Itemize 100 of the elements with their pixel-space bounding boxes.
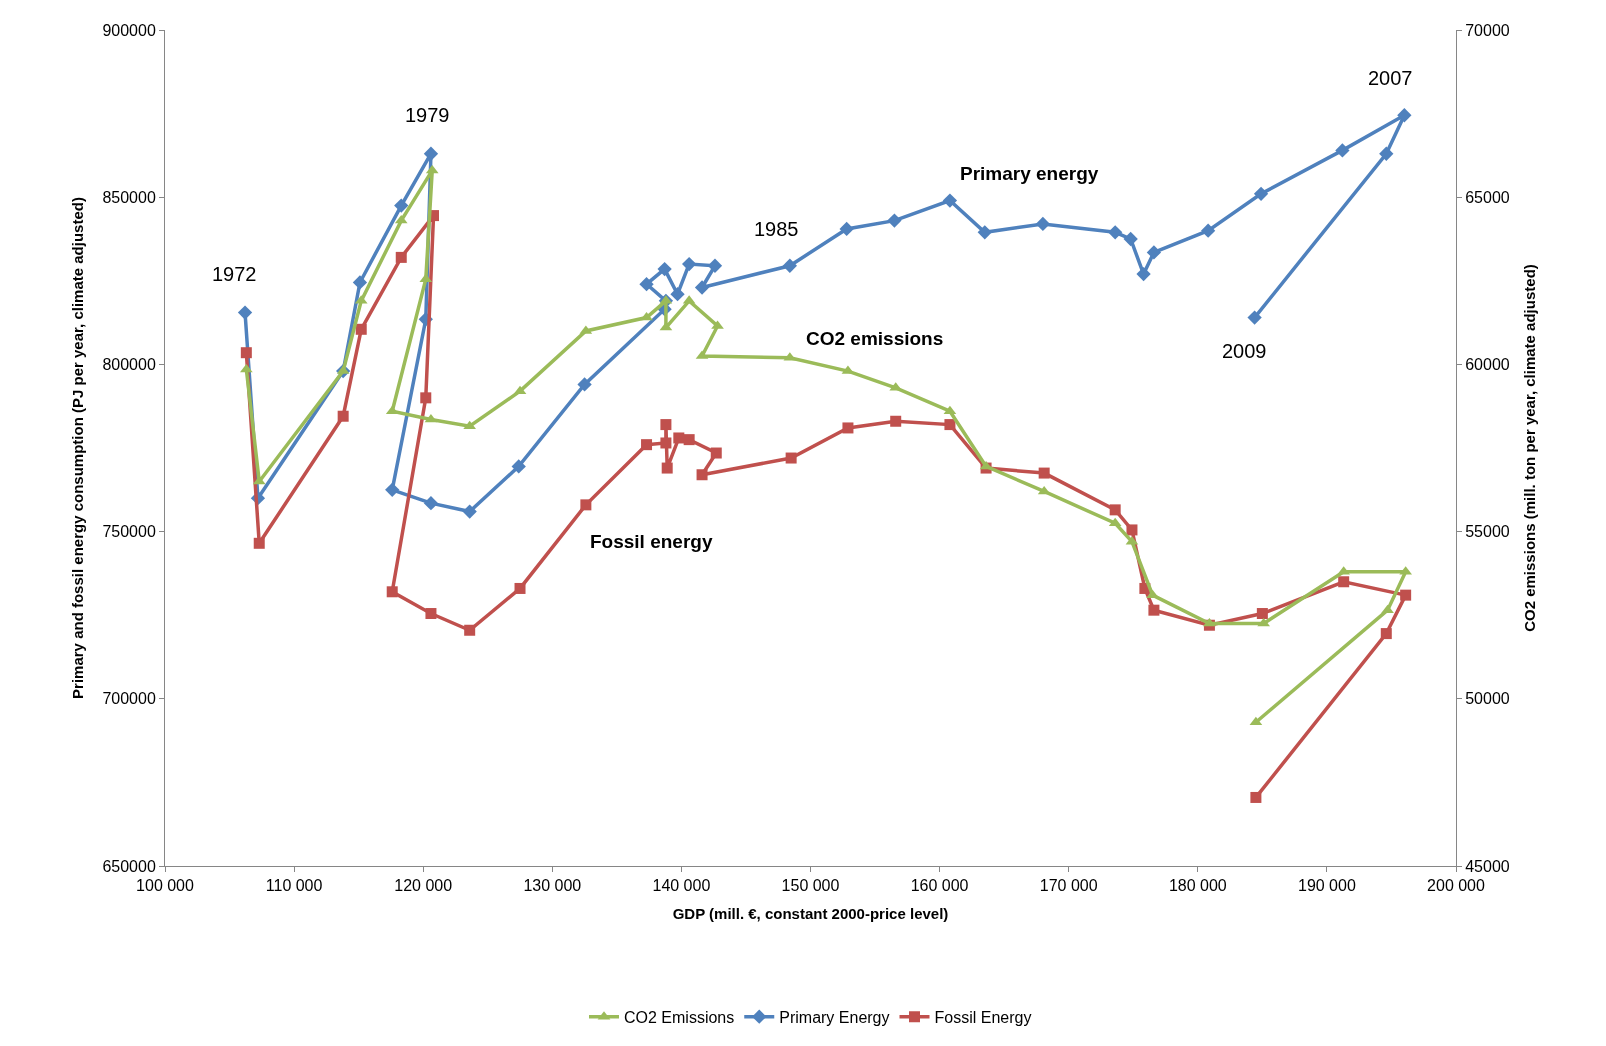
point	[237, 305, 253, 320]
point	[977, 225, 992, 240]
point	[577, 377, 592, 392]
point	[1253, 186, 1269, 202]
legend-label: CO2 Emissions	[624, 1008, 735, 1026]
point	[1037, 485, 1051, 495]
x-axis-title: GDP (mill. €, constant 2000-price level)	[672, 905, 949, 923]
point	[782, 258, 797, 273]
point	[1148, 604, 1160, 616]
point	[1126, 524, 1138, 536]
point	[1380, 628, 1392, 640]
point	[1038, 467, 1050, 479]
legend-label: Primary Energy	[779, 1008, 890, 1026]
point	[660, 437, 672, 449]
y-axis-title: Primary and fossil energy consumption (PJ per year, climate adjusted)	[68, 197, 86, 699]
point	[394, 198, 409, 213]
point	[785, 452, 797, 464]
point	[462, 504, 477, 519]
annotation: Fossil energy	[590, 531, 713, 552]
x-tick-label: 140 000	[652, 877, 711, 895]
y-tick-label: 700000	[102, 690, 156, 708]
annotation: 1985	[754, 218, 799, 240]
x-tick-label: 190 000	[1297, 877, 1356, 895]
annotation: 1972	[212, 263, 257, 285]
point	[1335, 143, 1350, 158]
point	[1136, 266, 1151, 282]
point	[661, 462, 673, 474]
point	[337, 410, 349, 422]
point	[1108, 225, 1123, 240]
y2-tick-label: 65000	[1465, 188, 1510, 206]
point	[942, 193, 958, 208]
point	[839, 221, 854, 237]
point	[710, 447, 722, 459]
point	[696, 469, 708, 481]
y-tick-label: 750000	[102, 523, 156, 541]
y2-tick-label: 60000	[1465, 356, 1510, 373]
y-tick-label: 900000	[102, 21, 156, 39]
x-tick-label: 170 000	[1039, 877, 1098, 895]
point	[979, 460, 993, 470]
annotation: CO2 emissions	[806, 328, 944, 349]
x-tick-label: 150 000	[781, 877, 840, 895]
y2-tick-label: 55000	[1465, 523, 1510, 541]
point	[352, 275, 368, 290]
point	[673, 432, 685, 444]
point	[240, 347, 252, 359]
x-tick-label: 110 000	[265, 877, 323, 895]
x-tick-label: 200 000	[1427, 877, 1486, 895]
point	[1400, 589, 1412, 601]
point	[239, 363, 253, 373]
point	[1109, 504, 1121, 516]
y-tick-label: 800000	[102, 356, 156, 373]
point	[385, 482, 400, 497]
y2-tick-label: 50000	[1465, 690, 1510, 708]
annotation: 1979	[405, 104, 450, 126]
point	[641, 439, 653, 451]
point	[423, 146, 439, 161]
point	[1247, 310, 1262, 325]
point	[253, 537, 265, 549]
point	[1146, 245, 1162, 260]
x-tick-label: 160 000	[910, 877, 969, 895]
point	[683, 434, 695, 446]
point	[944, 419, 956, 431]
point	[1256, 608, 1268, 620]
point	[1250, 791, 1262, 803]
point	[420, 392, 432, 404]
point	[657, 261, 672, 277]
y2-axis-title: CO2 emissions (mill. ton per year, climate adjusted)	[1520, 264, 1538, 632]
point	[1200, 223, 1216, 238]
point	[670, 287, 685, 302]
point	[464, 624, 476, 636]
y2-tick-label: 70000	[1465, 21, 1510, 39]
point	[395, 251, 407, 263]
point	[580, 499, 592, 511]
point	[682, 256, 697, 272]
point	[890, 415, 902, 427]
point	[355, 323, 367, 335]
point	[1338, 576, 1350, 588]
point	[1035, 216, 1051, 232]
point	[887, 213, 902, 228]
legend-label: Fossil Energy	[934, 1008, 1032, 1026]
point	[386, 586, 398, 598]
point	[660, 419, 672, 431]
point	[1379, 146, 1394, 161]
annotation: Primary energy	[960, 163, 1099, 184]
point	[639, 276, 654, 292]
point	[425, 608, 437, 620]
point	[694, 280, 710, 295]
point	[423, 496, 439, 511]
point	[842, 422, 854, 434]
point	[511, 459, 526, 474]
point	[463, 420, 477, 430]
annotation: 2007	[1368, 67, 1413, 89]
x-tick-label: 180 000	[1168, 877, 1227, 895]
point	[1397, 108, 1412, 123]
point	[1123, 231, 1138, 247]
x-tick-label: 130 000	[523, 877, 582, 895]
point	[707, 258, 723, 273]
point	[514, 582, 526, 594]
point	[425, 164, 439, 174]
x-tick-label: 120 000	[394, 877, 453, 895]
